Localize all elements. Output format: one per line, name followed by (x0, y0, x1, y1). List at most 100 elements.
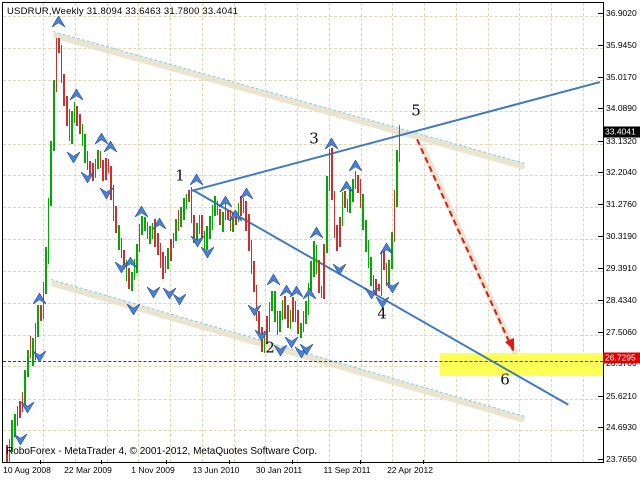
price-bar (216, 200, 219, 216)
price-bar (120, 237, 123, 259)
wave-label-1: 1 (175, 166, 185, 185)
wave-label-5: 5 (411, 101, 421, 120)
time-axis-tick (292, 460, 293, 464)
price-axis-label: 25.6210 (606, 390, 637, 401)
price-bar (112, 184, 115, 222)
price-bar (164, 256, 167, 273)
price-bar (188, 190, 190, 203)
price-bar (367, 239, 370, 269)
price-bar (68, 109, 71, 142)
price-bar (40, 304, 42, 321)
fractal-up-icon (279, 283, 293, 296)
gridline-horizontal (3, 111, 603, 113)
price-bar (81, 123, 84, 147)
fractal-down-icon (385, 280, 399, 294)
fractal-up-icon (228, 208, 242, 221)
fractal-down-icon (20, 400, 34, 414)
fractal-down-icon (299, 342, 313, 356)
price-axis[interactable]: 33.4041 26.7295 36.9020 35.9450 35.0170 34.… (598, 0, 640, 480)
target-zone[interactable] (440, 353, 603, 376)
price-bar (323, 243, 325, 299)
fractal-down-icon (247, 303, 261, 317)
price-bar (315, 245, 318, 274)
price-bar (310, 261, 312, 291)
price-bar (346, 198, 349, 213)
price-bar (102, 159, 104, 182)
projection-arrow[interactable] (416, 139, 514, 351)
price-bar (133, 259, 136, 281)
fractal-up-icon (302, 286, 316, 299)
fractal-up-icon (189, 172, 203, 185)
price-bar (201, 215, 203, 239)
price-axis-tick (598, 203, 603, 205)
price-bar (45, 246, 47, 295)
gridline-vertical (392, 3, 394, 462)
channel-line[interactable] (50, 279, 525, 417)
fractal-up-icon (348, 158, 362, 171)
wave-label-4: 4 (377, 304, 387, 323)
gridline-horizontal (3, 48, 603, 50)
price-axis-label: 29.3910 (606, 262, 637, 273)
price-bar (258, 310, 260, 334)
price-bar (261, 327, 263, 353)
price-bar (318, 260, 320, 293)
price-bar (281, 299, 284, 320)
time-axis-label: 10 Aug 2008 (3, 465, 51, 475)
price-bar (305, 300, 307, 325)
price-bar (63, 74, 65, 106)
price-bar (73, 102, 76, 123)
fractal-up-icon (309, 225, 323, 238)
price-bar (307, 283, 310, 316)
price-bar (398, 124, 401, 163)
price-bar (380, 250, 383, 296)
time-axis-tick (229, 460, 230, 464)
fractal-up-icon (69, 87, 83, 100)
price-bar (237, 203, 240, 222)
gridline-horizontal (3, 398, 603, 400)
fractal-up-icon (218, 194, 232, 207)
price-bar (190, 187, 193, 223)
time-axis-label: 22 Apr 2012 (387, 465, 433, 475)
price-bar (76, 105, 78, 127)
price-bar (118, 224, 120, 251)
price-bar (128, 267, 130, 290)
fractal-up-icon (239, 186, 253, 199)
price-bar (34, 323, 37, 361)
price-bar (271, 291, 273, 312)
channel-halo (50, 280, 526, 423)
price-bar (8, 439, 11, 462)
price-bar (219, 209, 221, 226)
price-bar (383, 250, 385, 270)
price-bar (354, 171, 357, 189)
gridline-horizontal (3, 206, 603, 208)
time-axis-label: 22 Mar 2009 (64, 465, 112, 475)
fractal-down-icon (146, 285, 160, 299)
chart-plot-area[interactable]: USDRUR,Weekly 31.8094 33.6463 31.7800 33… (2, 2, 604, 463)
price-bar (53, 79, 55, 152)
price-bar (326, 175, 328, 253)
price-bar (198, 214, 201, 235)
gridline-vertical (43, 3, 44, 462)
price-bar (196, 223, 198, 244)
price-bar (14, 413, 16, 438)
price-bar (157, 232, 159, 255)
fractal-up-icon (32, 291, 46, 304)
price-bar (60, 45, 63, 83)
price-axis-tick (598, 458, 603, 460)
time-axis[interactable]: 10 Aug 2008 22 Mar 2009 1 Nov 2009 13 Jun 2… (0, 460, 640, 480)
price-bar (170, 238, 172, 262)
fractal-up-icon (289, 284, 303, 297)
price-bar (154, 218, 156, 248)
price-axis-tick (598, 236, 603, 238)
gridline-horizontal (3, 16, 603, 17)
price-bar (29, 336, 32, 359)
target-level-line[interactable] (3, 361, 603, 363)
price-bar (344, 190, 346, 209)
price-bar (32, 338, 34, 366)
time-axis-label: 30 Jan 2011 (255, 465, 303, 475)
fractal-up-icon (51, 14, 65, 27)
gridline-horizontal (3, 303, 603, 305)
fractal-down-icon (332, 262, 346, 276)
fractal-down-icon (172, 292, 186, 306)
price-bar (253, 261, 255, 293)
